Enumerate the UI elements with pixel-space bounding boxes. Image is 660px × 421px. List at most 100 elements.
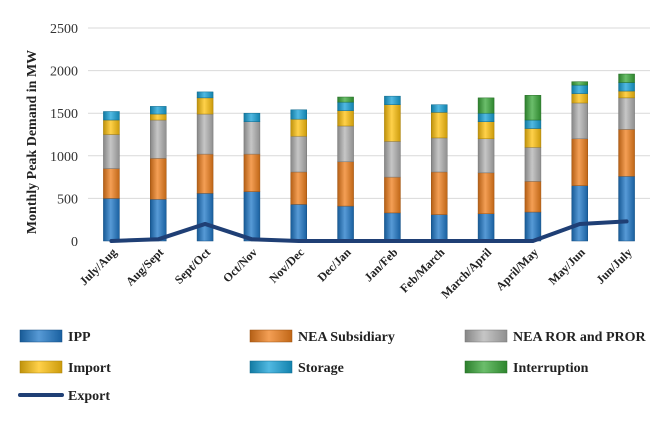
bar-segment: [431, 112, 448, 139]
bar-segment: [477, 97, 495, 114]
legend-label: Interruption: [513, 361, 589, 376]
grid-lines: [88, 27, 650, 199]
x-tick-label: Oct/Nov: [220, 245, 260, 285]
bar-segment: [524, 181, 542, 213]
y-axis-label: Monthly Peak Demand in MW: [25, 50, 40, 234]
bar-segment: [384, 104, 401, 142]
bar-segment: [431, 137, 448, 173]
legend-swatch: [249, 329, 293, 343]
bar-segment: [337, 110, 354, 127]
bar-segment: [150, 113, 167, 121]
legend-label: Export: [68, 389, 110, 404]
bar-segment: [524, 119, 542, 129]
bar-segment: [103, 119, 120, 135]
bar-segment: [196, 193, 214, 242]
bar-segment: [103, 168, 120, 199]
x-tick-label: Aug/Sept: [123, 245, 166, 288]
x-axis-ticks: July/Aug Aug/Sept Sept/Oct Oct/Nov Nov/Dec De…: [77, 245, 635, 301]
x-tick-label: April/May: [493, 245, 541, 293]
legend-swatch: [19, 329, 63, 343]
bar-segment: [571, 81, 588, 86]
bar-segment: [618, 129, 635, 177]
bar-segment: [571, 138, 588, 186]
bar-segment: [243, 112, 261, 122]
legend-swatch: [19, 360, 63, 374]
bar-segment: [477, 121, 495, 140]
export-line-layer: [109, 219, 629, 243]
x-tick-label: Dec/Jan: [315, 245, 354, 284]
legend-item: Interruption: [464, 360, 589, 376]
x-tick-label: Sept/Oct: [172, 245, 213, 286]
bar-segment: [571, 102, 588, 140]
x-tick-label: Nov/Dec: [266, 245, 307, 286]
y-tick-label: 0: [71, 235, 78, 250]
bar-segment: [196, 97, 214, 115]
legend-item: IPP: [19, 329, 91, 345]
bar-segment: [618, 73, 635, 83]
legend-item: NEA ROR and PROR: [464, 329, 647, 345]
bar-segment: [431, 104, 448, 113]
bar-segment: [618, 175, 635, 242]
y-tick-label: 2500: [50, 22, 78, 37]
bar-segment: [477, 213, 495, 242]
bar-segment: [524, 147, 542, 182]
bar-segment: [150, 106, 167, 115]
bar-segment: [243, 121, 261, 155]
legend-label: Storage: [298, 361, 344, 376]
bar-segment: [103, 111, 120, 121]
bar-segment: [571, 185, 588, 242]
legend-label: IPP: [68, 330, 91, 345]
bars: [103, 73, 635, 242]
legend: IPP NEA Subsidiary NEA ROR and PROR Import S…: [18, 329, 647, 404]
bar-segment: [477, 138, 495, 174]
bar-segment: [150, 158, 167, 200]
bar-segment: [384, 176, 401, 214]
bar-segment: [196, 113, 214, 155]
bar-segment: [150, 199, 167, 242]
bar-segment: [103, 134, 120, 169]
legend-label: NEA Subsidiary: [298, 330, 395, 345]
bar-segment: [524, 95, 542, 121]
bar-segment: [150, 119, 167, 159]
legend-label: NEA ROR and PROR: [513, 330, 647, 345]
bar-segment: [431, 171, 448, 215]
bar-segment: [618, 90, 635, 99]
legend-item: Export: [18, 389, 110, 404]
bar-segment: [384, 141, 401, 178]
bar-segment: [571, 84, 588, 94]
legend-item: Storage: [249, 360, 344, 376]
legend-item: Import: [19, 360, 111, 376]
bar-segment: [243, 191, 261, 242]
bar-segment: [243, 153, 261, 192]
bar-segment: [384, 95, 401, 105]
x-tick-label: May/Jun: [545, 245, 588, 288]
legend-label: Import: [68, 361, 111, 376]
y-tick-label: 2000: [50, 65, 78, 80]
bar-segment: [337, 205, 354, 242]
bar-segment: [290, 109, 307, 120]
x-tick-label: Jun/July: [593, 245, 635, 287]
bar-segment: [103, 198, 120, 242]
bar-segment: [524, 128, 542, 148]
bar-segment: [290, 171, 307, 205]
legend-swatch: [464, 329, 508, 343]
bar-segment: [384, 212, 401, 242]
bar-segment: [196, 153, 214, 194]
x-tick-label: March/April: [438, 245, 494, 301]
legend-swatch: [249, 360, 293, 374]
y-tick-label: 1500: [50, 107, 78, 122]
bar-segment: [477, 112, 495, 122]
bar-segment: [196, 91, 214, 99]
bar-segment: [337, 101, 354, 111]
x-tick-label: July/Aug: [77, 245, 120, 288]
bar-segment: [618, 97, 635, 130]
bar-segment: [337, 96, 354, 103]
legend-swatch: [464, 360, 508, 374]
legend-item: NEA Subsidiary: [249, 329, 395, 345]
x-tick-label: Feb/March: [397, 245, 448, 296]
bar-segment: [571, 93, 588, 104]
y-tick-label: 1000: [50, 150, 78, 165]
bar-segment: [290, 135, 307, 173]
bar-segment: [524, 211, 542, 242]
